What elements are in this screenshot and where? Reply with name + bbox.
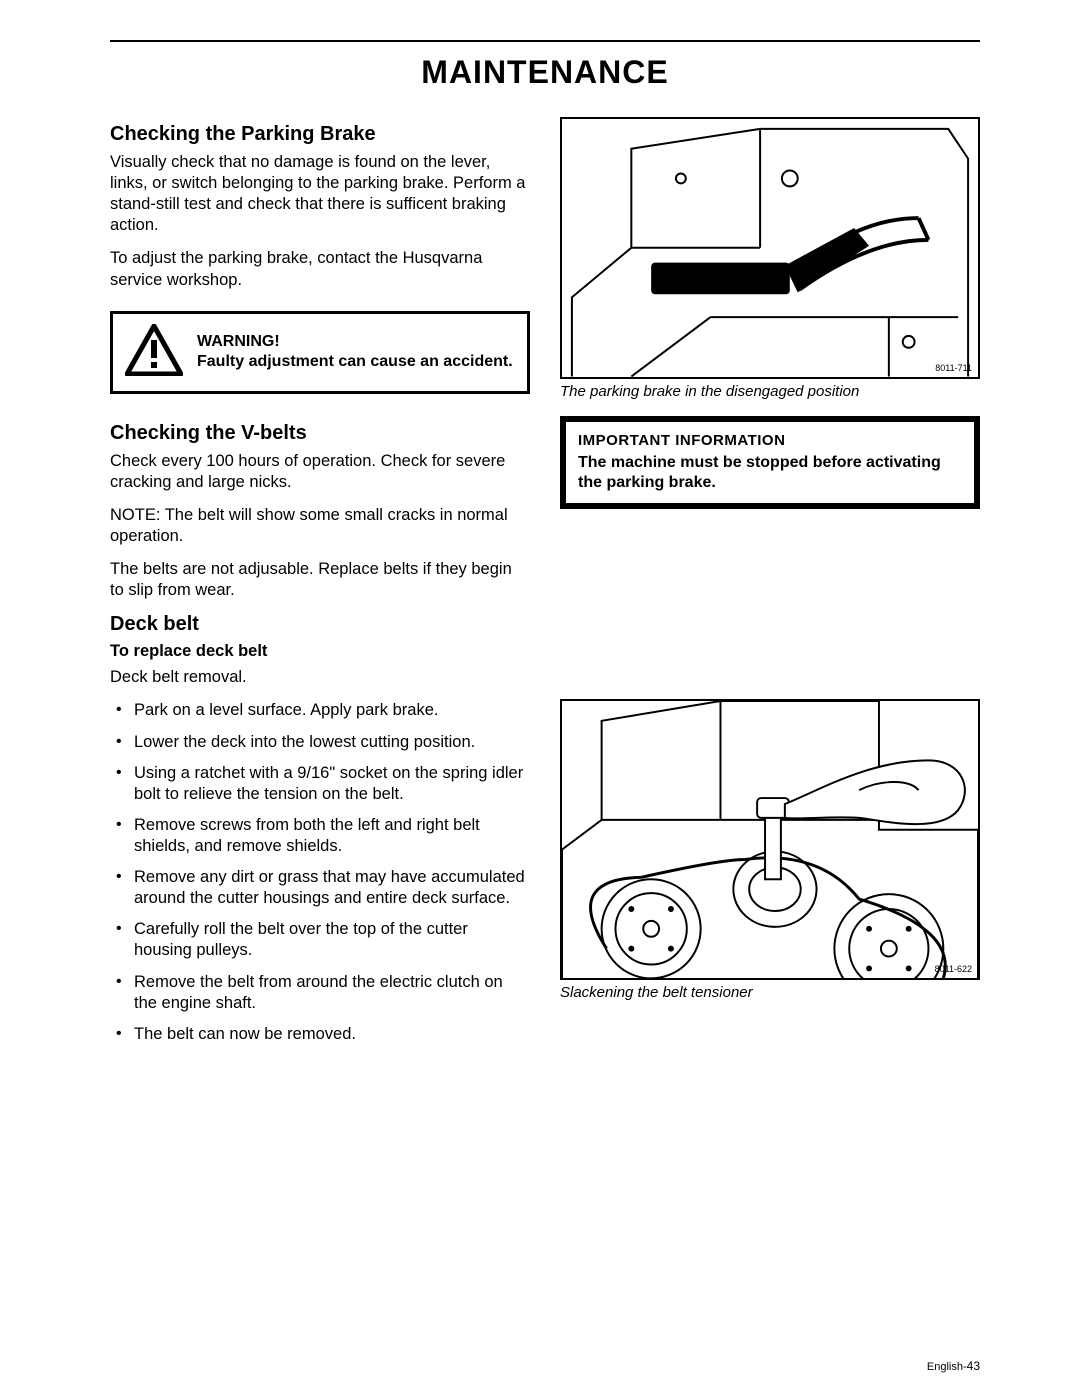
deck-belt-steps-list: Park on a level surface. Apply park brak… — [110, 700, 530, 1044]
list-item: Remove any dirt or grass that may have a… — [114, 867, 530, 909]
list-item: The belt can now be removed. — [114, 1024, 530, 1045]
left-column: Checking the Parking Brake Visually chec… — [110, 117, 530, 1055]
warning-triangle-icon — [125, 324, 183, 381]
page-num: 43 — [967, 1359, 980, 1373]
figure-belt-tensioner: 8011-622 — [560, 699, 980, 980]
subheading-replace-deck-belt: To replace deck belt — [110, 642, 530, 661]
figure-caption-2: Slackening the belt tensioner — [560, 984, 980, 1001]
two-column-layout: Checking the Parking Brake Visually chec… — [110, 117, 980, 1055]
page-title: MAINTENANCE — [110, 54, 980, 99]
list-item: Remove the belt from around the electric… — [114, 972, 530, 1014]
vbelts-para-3: The belts are not adjusable. Replace bel… — [110, 559, 530, 601]
list-item: Remove screws from both the left and rig… — [114, 815, 530, 857]
heading-vbelts: Checking the V-belts — [110, 422, 530, 445]
list-item: Lower the deck into the lowest cutting p… — [114, 732, 530, 753]
spacer — [560, 509, 980, 699]
page-number: English-43 — [927, 1359, 980, 1373]
list-item: Park on a level surface. Apply park brak… — [114, 700, 530, 721]
top-rule — [110, 40, 980, 42]
vbelts-para-2: NOTE: The belt will show some small crac… — [110, 505, 530, 547]
figure-id: 8011-711 — [935, 363, 972, 373]
warning-label: WARNING! — [197, 332, 513, 352]
figure-parking-brake: 8011-711 — [560, 117, 980, 379]
deck-belt-intro: Deck belt removal. — [110, 667, 530, 688]
warning-box: WARNING! Faulty adjustment can cause an … — [110, 311, 530, 394]
warning-body: Faulty adjustment can cause an accident. — [197, 352, 513, 372]
info-title: IMPORTANT INFORMATION — [578, 432, 962, 449]
parking-brake-para-1: Visually check that no damage is found o… — [110, 152, 530, 236]
right-column: 8011-711 The parking brake in the diseng… — [560, 117, 980, 1055]
heading-parking-brake: Checking the Parking Brake — [110, 123, 530, 146]
warning-text: WARNING! Faulty adjustment can cause an … — [197, 332, 513, 372]
list-item: Using a ratchet with a 9/16" socket on t… — [114, 763, 530, 805]
info-body: The machine must be stopped before activ… — [578, 453, 962, 493]
list-item: Carefully roll the belt over the top of … — [114, 919, 530, 961]
heading-deck-belt: Deck belt — [110, 613, 530, 636]
figure-id: 8011-622 — [935, 964, 972, 974]
figure-caption-1: The parking brake in the disengaged posi… — [560, 383, 980, 400]
important-information-box: IMPORTANT INFORMATION The machine must b… — [560, 416, 980, 509]
vbelts-para-1: Check every 100 hours of operation. Chec… — [110, 451, 530, 493]
page-lang: English- — [927, 1361, 967, 1373]
parking-brake-para-2: To adjust the parking brake, contact the… — [110, 248, 530, 290]
